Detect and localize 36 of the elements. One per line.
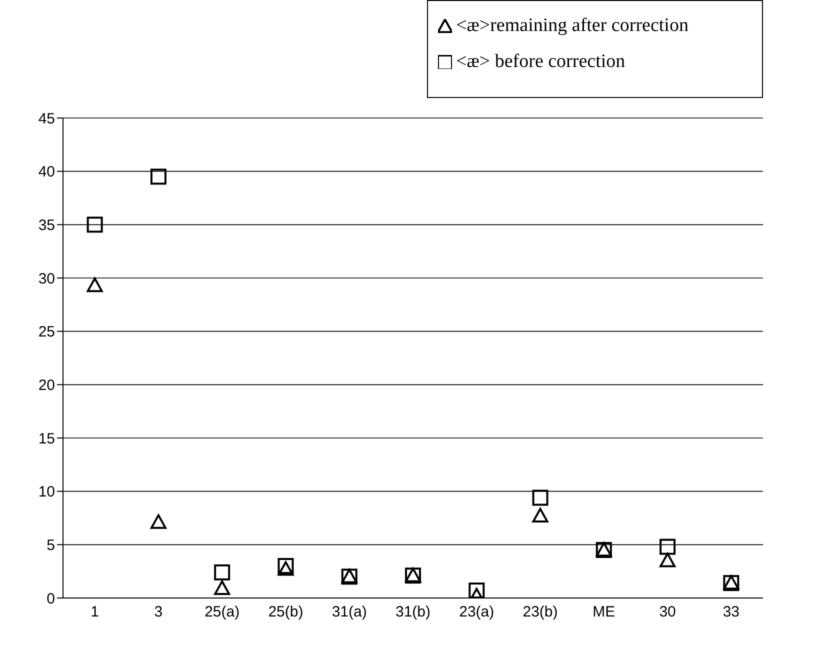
y-tick-label: 20 bbox=[38, 376, 55, 394]
x-tick-label: 33 bbox=[722, 604, 740, 621]
point bbox=[86, 216, 103, 233]
x-tick-label: 23(b) bbox=[522, 604, 558, 621]
x-tick-label: 23(a) bbox=[459, 604, 494, 621]
point bbox=[660, 538, 676, 555]
point bbox=[214, 564, 230, 580]
x-tick-label: 1 bbox=[90, 604, 99, 621]
y-tick-label: 30 bbox=[38, 270, 55, 288]
point bbox=[150, 514, 166, 529]
point bbox=[278, 558, 294, 574]
point bbox=[660, 552, 676, 568]
y-tick-label: 45 bbox=[38, 110, 55, 128]
x-tick-label: 30 bbox=[659, 604, 676, 621]
y-tick-label: 10 bbox=[38, 484, 55, 501]
legend-label: <æ>remaining after correction bbox=[456, 15, 688, 37]
point bbox=[214, 580, 230, 595]
x-tick-label: 31(b) bbox=[395, 604, 431, 621]
point bbox=[532, 508, 548, 522]
x-tick-label: 25(a) bbox=[204, 604, 240, 621]
y-tick-label: 25 bbox=[38, 324, 55, 341]
y-tick-label: 5 bbox=[46, 536, 55, 554]
point bbox=[532, 490, 548, 506]
y-tick-label: 40 bbox=[38, 164, 55, 181]
point bbox=[150, 168, 166, 185]
point bbox=[86, 277, 103, 292]
y-tick-label: 35 bbox=[38, 216, 55, 234]
x-tick-label: 25(b) bbox=[268, 604, 304, 621]
legend-label: <æ> before correction bbox=[456, 51, 626, 73]
point bbox=[468, 582, 485, 598]
x-tick-label: 3 bbox=[154, 604, 163, 621]
x-tick-label: 31(a) bbox=[332, 604, 367, 621]
point bbox=[278, 561, 294, 576]
x-tick-label: ME bbox=[592, 604, 616, 621]
y-tick-label: 15 bbox=[38, 430, 55, 448]
y-tick-label: 0 bbox=[46, 590, 55, 608]
